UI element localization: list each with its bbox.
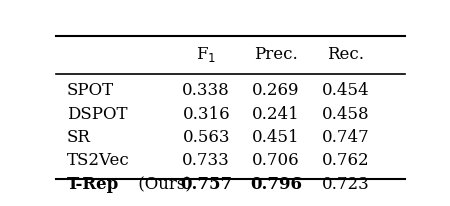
Text: 0.762: 0.762 xyxy=(322,152,369,170)
Text: 0.269: 0.269 xyxy=(252,82,300,99)
Text: 0.733: 0.733 xyxy=(182,152,230,170)
Text: Rec.: Rec. xyxy=(327,46,364,63)
Text: 0.747: 0.747 xyxy=(322,129,369,146)
Text: F$_1$: F$_1$ xyxy=(196,44,216,64)
Text: 0.451: 0.451 xyxy=(252,129,300,146)
Text: 0.723: 0.723 xyxy=(322,176,369,193)
Text: Prec.: Prec. xyxy=(254,46,298,63)
Text: DSPOT: DSPOT xyxy=(67,105,127,123)
Text: 0.454: 0.454 xyxy=(322,82,369,99)
Text: 0.241: 0.241 xyxy=(252,105,300,123)
Text: 0.316: 0.316 xyxy=(182,105,230,123)
Text: 0.458: 0.458 xyxy=(322,105,369,123)
Text: TS2Vec: TS2Vec xyxy=(67,152,130,170)
Text: 0.796: 0.796 xyxy=(250,176,302,193)
Text: SPOT: SPOT xyxy=(67,82,114,99)
Text: T-Rep: T-Rep xyxy=(67,176,119,193)
Text: 0.706: 0.706 xyxy=(252,152,300,170)
Text: 0.338: 0.338 xyxy=(182,82,230,99)
Text: 0.563: 0.563 xyxy=(182,129,230,146)
Text: (Ours): (Ours) xyxy=(133,176,192,193)
Text: SR: SR xyxy=(67,129,90,146)
Text: 0.757: 0.757 xyxy=(180,176,232,193)
